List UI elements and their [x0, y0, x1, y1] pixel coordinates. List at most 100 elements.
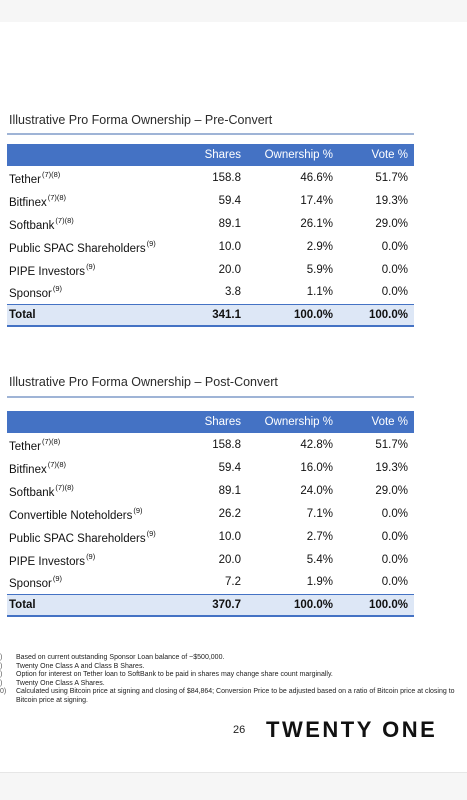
- footnote: ) Based on current outstanding Sponsor Lo…: [0, 654, 455, 663]
- table-row: Sponsor(9) 7.2 1.9% 0.0%: [7, 571, 414, 594]
- total-vote: 100.0%: [339, 303, 414, 327]
- shares-cell: 59.4: [218, 194, 241, 207]
- holder-name: Bitfinex: [9, 463, 47, 476]
- shares-cell: 10.0: [218, 240, 241, 253]
- total-ownership: 100.0%: [247, 303, 339, 327]
- vote-cell: 51.7%: [375, 171, 408, 184]
- ownership-cell: 24.0%: [300, 484, 333, 497]
- holder-name-cell: Bitfinex(7)(8): [7, 189, 167, 212]
- holder-name: Convertible Noteholders: [9, 509, 133, 522]
- total-shares: 341.1: [167, 303, 247, 327]
- holder-name: Public SPAC Shareholders: [9, 532, 146, 545]
- holder-name-cell: Tether(7)(8): [7, 433, 167, 456]
- shares-cell: 89.1: [218, 484, 241, 497]
- footnote-ref: (7)(8): [47, 192, 67, 202]
- footnote-ref: (9): [86, 551, 96, 561]
- shares-cell: 89.1: [218, 217, 241, 230]
- table-row: PIPE Investors(9) 20.0 5.9% 0.0%: [7, 258, 414, 281]
- holder-name: PIPE Investors: [9, 265, 86, 278]
- pre-convert-title-rule: [7, 133, 414, 135]
- table-row: Bitfinex(7)(8) 59.4 17.4% 19.3%: [7, 189, 414, 212]
- holder-name-cell: PIPE Investors(9): [7, 548, 167, 571]
- footnote-marker: ): [0, 671, 3, 679]
- holder-name: Sponsor: [9, 578, 52, 591]
- footnote-ref: (9): [146, 238, 156, 248]
- footnote-text: Twenty One Class A Shares.: [16, 679, 105, 687]
- holder-name-cell: Convertible Noteholders(9): [7, 502, 167, 525]
- table-row: PIPE Investors(9) 20.0 5.4% 0.0%: [7, 548, 414, 571]
- holder-name: Softbank: [9, 219, 55, 232]
- ownership-cell: 1.9%: [306, 576, 333, 589]
- vote-cell: 0.0%: [381, 286, 408, 299]
- table-row: Public SPAC Shareholders(9) 10.0 2.7% 0.…: [7, 525, 414, 548]
- ownership-cell: 26.1%: [300, 217, 333, 230]
- ownership-cell: 7.1%: [306, 507, 333, 520]
- holder-name: Tether: [9, 440, 41, 453]
- table-header-row: Shares Ownership % Vote %: [7, 411, 414, 433]
- footnote: ) Twenty One Class A Shares.: [0, 680, 455, 689]
- holder-name: Sponsor: [9, 288, 52, 301]
- table-header-row: Shares Ownership % Vote %: [7, 144, 414, 166]
- shares-cell: 26.2: [218, 507, 241, 520]
- shares-cell: 158.8: [212, 438, 241, 451]
- vote-cell: 0.0%: [381, 263, 408, 276]
- holder-name-cell: Bitfinex(7)(8): [7, 456, 167, 479]
- ownership-cell: 42.8%: [300, 438, 333, 451]
- footnote: 0) Calculated using Bitcoin price at sign…: [0, 688, 455, 705]
- holder-name: Softbank: [9, 486, 55, 499]
- holder-name: Public SPAC Shareholders: [9, 242, 146, 255]
- total-label: Total: [7, 303, 167, 327]
- ownership-cell: 46.6%: [300, 171, 333, 184]
- vote-cell: 29.0%: [375, 217, 408, 230]
- total-vote: 100.0%: [339, 593, 414, 617]
- ownership-column-header: Ownership %: [247, 411, 339, 433]
- post-convert-title-rule: [7, 396, 414, 398]
- ownership-column-header: Ownership %: [247, 144, 339, 166]
- vote-cell: 0.0%: [381, 507, 408, 520]
- shares-cell: 20.0: [218, 553, 241, 566]
- holder-name: PIPE Investors: [9, 555, 86, 568]
- post-convert-table: Shares Ownership % Vote % Tether(7)(8) 1…: [7, 411, 414, 617]
- post-convert-title: Illustrative Pro Forma Ownership – Post-…: [9, 375, 278, 389]
- vote-cell: 0.0%: [381, 240, 408, 253]
- name-column-header: [7, 144, 167, 166]
- footnote-ref: (9): [52, 574, 63, 584]
- brand-wordmark: TWENTY ONE: [266, 717, 438, 742]
- total-ownership: 100.0%: [247, 593, 339, 617]
- name-column-header: [7, 411, 167, 433]
- footnote-ref: (7)(8): [55, 482, 74, 492]
- ownership-cell: 16.0%: [300, 461, 333, 474]
- pre-convert-table: Shares Ownership % Vote % Tether (7)(8) 1…: [7, 144, 414, 327]
- total-label: Total: [7, 593, 167, 617]
- holder-name: Bitfinex: [9, 196, 47, 209]
- holder-name-cell: Softbank(7)(8): [7, 212, 167, 235]
- vote-cell: 0.0%: [381, 530, 408, 543]
- footnote-ref: (7)(8): [55, 215, 74, 225]
- footnote-ref: (7)(8): [47, 459, 67, 469]
- footnote-ref: (9): [86, 261, 96, 271]
- shares-cell: 158.8: [212, 171, 241, 184]
- ownership-cell: 5.9%: [306, 263, 333, 276]
- shares-column-header: Shares: [167, 411, 247, 433]
- table-row: Convertible Noteholders(9) 26.2 7.1% 0.0…: [7, 502, 414, 525]
- footnote-text: Based on current outstanding Sponsor Loa…: [16, 654, 225, 661]
- pre-convert-title: Illustrative Pro Forma Ownership – Pre-C…: [9, 113, 273, 127]
- shares-cell: 10.0: [218, 530, 241, 543]
- holder-name-cell: Sponsor(9): [7, 571, 167, 594]
- footnote-ref: (9): [52, 284, 63, 294]
- holder-name-cell: Softbank(7)(8): [7, 479, 167, 502]
- vote-cell: 29.0%: [375, 484, 408, 497]
- shares-cell: 3.8: [225, 286, 241, 299]
- holder-name: Tether: [9, 173, 41, 186]
- footnote-ref: (9): [146, 528, 156, 538]
- table-row: Softbank(7)(8) 89.1 26.1% 29.0%: [7, 212, 414, 235]
- footnote-marker: ): [0, 679, 3, 687]
- table-row: Softbank(7)(8) 89.1 24.0% 29.0%: [7, 479, 414, 502]
- table-row: Public SPAC Shareholders(9) 10.0 2.9% 0.…: [7, 235, 414, 258]
- vote-column-header: Vote %: [339, 144, 414, 166]
- bottom-band: [0, 772, 467, 800]
- footnote-text: Calculated using Bitcoin price at signin…: [16, 688, 455, 704]
- footnotes: ) Based on current outstanding Sponsor Lo…: [0, 654, 455, 706]
- vote-cell: 0.0%: [381, 576, 408, 589]
- footnote-text: Twenty One Class A and Class B Shares.: [16, 662, 145, 670]
